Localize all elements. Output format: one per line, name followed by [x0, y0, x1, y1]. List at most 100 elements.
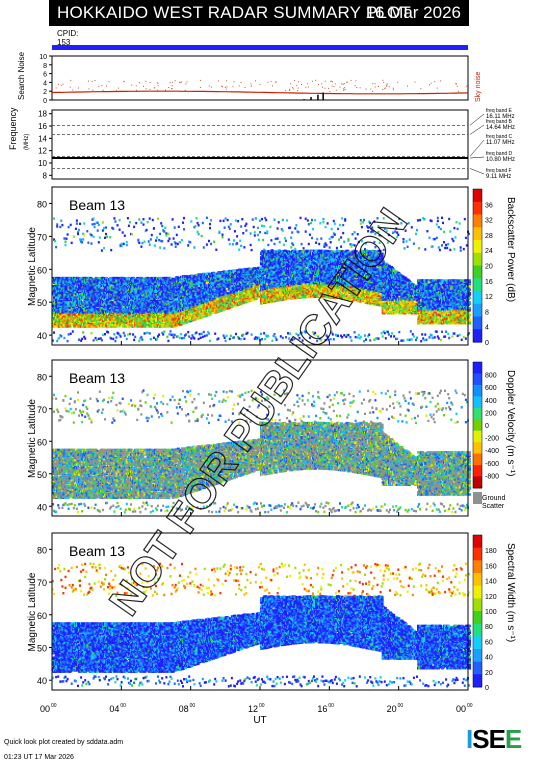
scatter-cell	[72, 330, 74, 332]
sky-noise-point	[150, 89, 151, 90]
scatter-cell	[143, 218, 145, 220]
noise-ytick-label: 0	[43, 98, 47, 105]
sky-noise-point	[293, 89, 294, 90]
sky-noise-point	[366, 89, 367, 90]
sky-noise-point	[272, 85, 273, 86]
sky-noise-point	[343, 88, 344, 89]
scatter-cell	[99, 236, 101, 238]
freq-band-value: 9.11 MHz	[486, 174, 511, 180]
sky-noise-point	[118, 88, 119, 89]
sky-noise-point	[185, 83, 186, 84]
scatter-cell	[109, 236, 111, 238]
sky-noise-point	[61, 85, 62, 86]
sky-noise-point	[241, 82, 242, 83]
sky-noise-point	[175, 80, 176, 81]
scatter-cell	[68, 333, 70, 335]
freq-ytick-label: 8	[43, 171, 48, 180]
sky-noise-point	[372, 91, 373, 92]
sky-noise-point	[333, 86, 334, 87]
sky-noise-point	[268, 82, 269, 83]
sky-noise-point	[325, 88, 326, 89]
sky-noise-point	[58, 84, 59, 85]
sky-noise-point	[325, 81, 326, 82]
scatter-cell	[110, 337, 112, 339]
sky-noise-point	[356, 87, 357, 88]
sky-noise-point	[259, 84, 260, 85]
sky-noise-point	[221, 86, 222, 87]
scatter-cell	[67, 340, 69, 342]
scatter-cell	[65, 241, 67, 243]
sky-noise-point	[393, 89, 394, 90]
scatter-cell	[103, 227, 105, 229]
search-noise-bar	[317, 95, 319, 100]
sky-noise-point	[172, 85, 173, 86]
sky-noise-point	[384, 88, 385, 89]
sky-noise-point	[387, 83, 388, 84]
freq-ylabel: Frequency	[8, 107, 18, 150]
sky-noise-point	[181, 81, 182, 82]
scatter-cell	[153, 337, 155, 339]
sky-noise-point	[335, 84, 336, 85]
sky-noise-point	[285, 90, 286, 91]
sky-noise-point	[200, 87, 201, 88]
scatter-cell	[127, 333, 129, 335]
noise-ytick-label: 4	[43, 80, 47, 87]
sky-noise-point	[168, 87, 169, 88]
scatter-cell	[68, 314, 71, 316]
sky-noise-point	[375, 83, 376, 84]
sky-noise-point	[225, 87, 226, 88]
freq-ytick-label: 16	[38, 122, 47, 131]
sky-noise-point	[397, 82, 398, 83]
scatter-cell	[102, 229, 104, 231]
scatter-cell	[135, 222, 137, 224]
scatter-cell	[164, 227, 166, 229]
scatter-cell	[112, 228, 114, 230]
sky-noise-point	[92, 90, 93, 91]
sky-noise-point	[63, 84, 64, 85]
scatter-cell	[105, 233, 107, 235]
sky-noise-point	[146, 88, 147, 89]
scatter-cell	[158, 239, 160, 241]
sky-noise-point	[290, 83, 291, 84]
sky-noise-point	[172, 88, 173, 89]
sky-noise-point	[370, 89, 371, 90]
sky-noise-point	[312, 81, 313, 82]
sky-noise-point	[307, 83, 308, 84]
scatter-cell	[94, 226, 96, 228]
scatter-cell	[163, 331, 165, 333]
scatter-cell	[159, 246, 161, 248]
scatter-cell	[163, 230, 165, 232]
scatter-cell	[54, 240, 56, 242]
scatter-cell	[98, 224, 100, 226]
scatter-cell	[157, 218, 159, 220]
scatter-cell	[132, 333, 134, 335]
sky-noise-point	[222, 86, 223, 87]
sky-noise-point	[356, 80, 357, 81]
scatter-cell	[101, 249, 103, 251]
scatter-cell	[133, 339, 135, 341]
scatter-cell	[154, 244, 156, 246]
scatter-cell	[97, 229, 99, 231]
scatter-cell	[83, 222, 85, 224]
sky-noise-point	[375, 86, 376, 87]
scatter-cell	[91, 332, 93, 334]
scatter-cell	[126, 244, 128, 246]
scatter-cell	[56, 340, 58, 342]
sky-noise-point	[109, 81, 110, 82]
sky-noise-point	[251, 86, 252, 87]
scatter-cell	[123, 243, 125, 245]
scatter-cell	[149, 332, 151, 334]
sky-noise-point	[70, 80, 71, 81]
sky-noise-point	[157, 82, 158, 83]
scatter-cell	[165, 234, 167, 236]
sky-noise-point	[154, 87, 155, 88]
sky-noise-legend: Sky noise	[475, 72, 482, 102]
scatter-cell	[106, 236, 108, 238]
sky-noise-point	[158, 85, 159, 86]
scatter-cell	[56, 223, 58, 225]
scatter-cell	[149, 217, 151, 219]
sky-noise-point	[106, 86, 107, 87]
sky-noise-point	[255, 80, 256, 81]
freq-band-pointer	[470, 114, 484, 125]
